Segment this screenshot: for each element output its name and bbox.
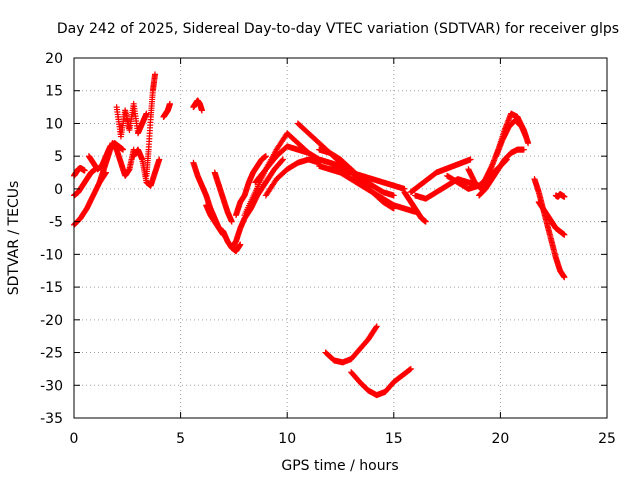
y-tick-label: 5 [54,149,63,165]
y-tick-label: -5 [49,215,63,231]
data-point [152,71,159,78]
chart-title: Day 242 of 2025, Sidereal Day-to-day VTE… [57,21,619,37]
y-tick-label: 15 [45,84,63,100]
series-arc-26 [407,156,474,196]
x-tick-label: 25 [598,431,616,447]
y-tick-label: 0 [54,182,63,198]
series-arc-25 [401,189,429,225]
series-arc-35 [552,191,568,200]
data-point [561,231,568,238]
series-arc-6 [113,100,150,140]
data-point [522,133,529,140]
series-arc-10 [190,97,205,114]
y-tick-label: -10 [40,247,63,263]
y-tick-label: -20 [40,313,63,329]
series-arc-3 [71,166,99,199]
data-point [467,156,474,163]
series-arc-18 [262,156,323,199]
data-point [156,156,163,163]
series-arc-9 [160,100,173,120]
data-point [407,365,414,372]
series-arc-13 [211,169,235,225]
data-point [373,324,380,331]
data-point [237,241,244,248]
axis-layer: 0 5 10 15 20 25 -35 -30 -25 -20 -15 -10 -5 0 5 10 15 20 [40,51,616,447]
data-point [373,323,380,330]
series-arc-5 [96,140,137,186]
y-tick-label: 20 [45,51,63,67]
x-axis-label: GPS time / hours [281,458,398,474]
data-point [120,146,127,153]
y-tick-label: -25 [40,346,63,362]
y-tick-label: 10 [45,116,63,132]
data-point [561,193,568,200]
y-tick-label: -15 [40,280,63,296]
series-arc-17 [252,143,312,186]
x-tick-label: 15 [385,431,403,447]
x-tick-label: 5 [176,431,185,447]
data-point [279,156,286,163]
data-point [198,107,205,114]
data-point [561,274,568,281]
series-arc-22 [326,166,408,192]
data-point [305,149,312,156]
y-axis-label: SDTVAR / TECUs [6,181,22,296]
series-arc-23 [322,323,380,366]
x-tick-label: 20 [491,431,509,447]
plot-frame [73,57,608,419]
series-arc-8 [143,71,159,179]
data-point [228,218,235,225]
x-tick-label: 10 [278,431,296,447]
data-point [262,153,269,160]
data-point [422,218,429,225]
data-point [390,192,397,199]
series-arc-24 [348,365,414,399]
data-point [143,110,150,117]
data-point [166,100,173,107]
series-arc-34 [535,199,568,238]
data-point [525,140,532,147]
data-point [81,167,88,174]
series-arc-30 [476,146,527,199]
y-tick-label: -30 [40,378,63,394]
x-tick-label: 0 [70,431,79,447]
series-arc-15 [233,153,269,219]
y-tick-label: -35 [40,411,63,427]
data-point [520,146,527,153]
data-point [279,157,286,164]
series-arc-32 [493,117,529,160]
